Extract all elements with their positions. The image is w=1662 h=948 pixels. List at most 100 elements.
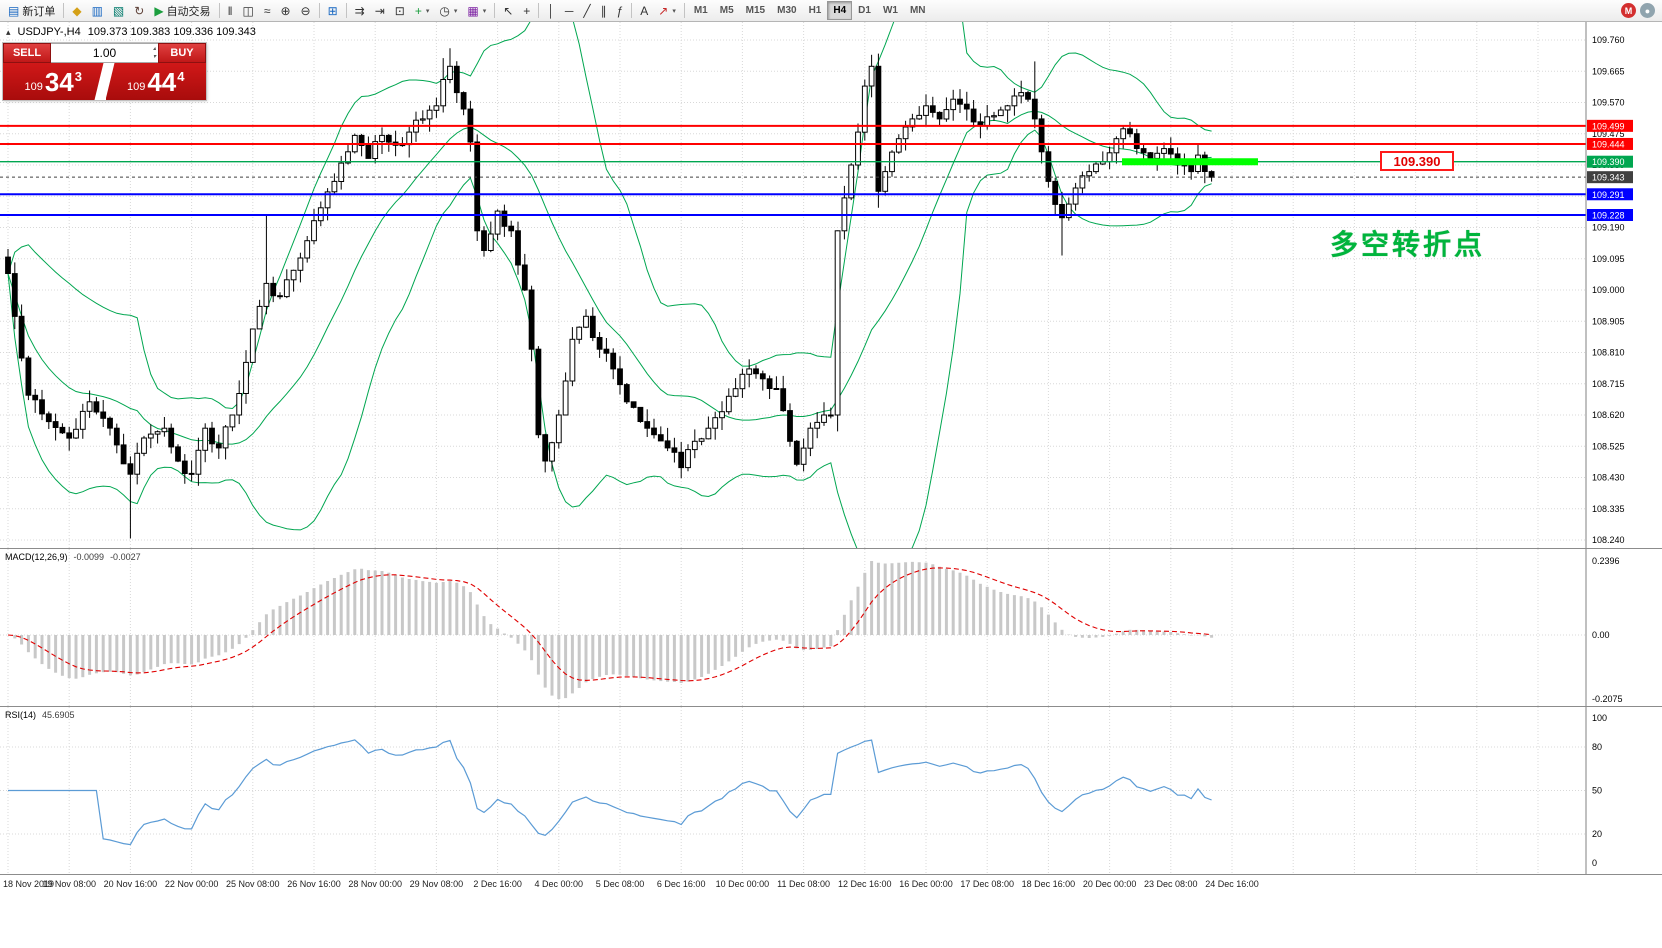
chart-properties-button[interactable]: ⊡ bbox=[390, 1, 410, 20]
rsi-canvas[interactable]: 100 80 50 20 0 bbox=[0, 707, 1662, 874]
macd-axis[interactable]: 0.2396 0.00 -0.2075 bbox=[1585, 549, 1623, 706]
dropdown-caret-icon: ▾ bbox=[453, 7, 458, 15]
mql5-icon[interactable]: M bbox=[1621, 3, 1636, 18]
time-label: 23 Dec 08:00 bbox=[1144, 879, 1198, 889]
time-label: 25 Nov 08:00 bbox=[226, 879, 280, 889]
turning-point-annotation[interactable]: 多空转折点 bbox=[1330, 229, 1486, 260]
toolbar-separator bbox=[218, 3, 220, 18]
buy-button[interactable]: BUY bbox=[158, 43, 206, 63]
trendline-button[interactable]: ╱ bbox=[578, 1, 595, 20]
main-grid bbox=[0, 22, 1586, 548]
market-watch-icon: ▥ bbox=[91, 3, 103, 18]
timeframe-m30-button[interactable]: M30 bbox=[771, 1, 802, 20]
bid-price-pips: 34 bbox=[44, 66, 74, 97]
main-chart-panel: 108.240 108.335 108.430 108.525 108.620 108.7… bbox=[0, 22, 1662, 548]
autotrading-button[interactable]: ▶ 自动交易 bbox=[149, 1, 215, 20]
tile-windows-icon: ⊞ bbox=[327, 3, 338, 18]
rsi-axis[interactable]: 100 80 50 20 0 bbox=[1585, 707, 1607, 874]
community-chat-icon[interactable]: ● bbox=[1640, 3, 1655, 18]
cursor-button[interactable]: ↖ bbox=[498, 1, 518, 20]
symbol-info: ▴ USDJPY-,H4 109.373 109.383 109.336 109… bbox=[6, 26, 256, 38]
svg-text:109.390: 109.390 bbox=[1592, 157, 1625, 167]
periods-button[interactable]: ◷ ▾ bbox=[434, 1, 462, 20]
horizontal-line-button[interactable]: ─ bbox=[560, 1, 579, 20]
time-label: 28 Nov 00:00 bbox=[348, 879, 402, 889]
time-axis[interactable]: 18 Nov 2019 19 Nov 08:00 20 Nov 16:00 22 No… bbox=[0, 874, 1662, 948]
candlestick-chart-button[interactable]: ◫ bbox=[238, 1, 259, 20]
time-label: 19 Nov 08:00 bbox=[42, 879, 96, 889]
trade-panel-top-row: SELL 1.00 ▴ ▾ BUY bbox=[3, 43, 206, 63]
spinner-down-icon[interactable]: ▾ bbox=[152, 54, 156, 60]
templates-button[interactable]: ▦ ▾ bbox=[462, 1, 491, 20]
zoom-in-button[interactable]: ⊕ bbox=[275, 1, 295, 20]
ask-price-button[interactable]: 109 44 4 bbox=[105, 63, 206, 100]
timeframe-mn-button[interactable]: MN bbox=[904, 1, 932, 20]
main-chart-canvas[interactable]: 108.240 108.335 108.430 108.525 108.620 108.7… bbox=[0, 22, 1662, 548]
timeframe-h1-button[interactable]: H1 bbox=[803, 1, 828, 20]
price-level-label-box[interactable]: 109.390 bbox=[1380, 151, 1454, 171]
macd-header: MACD(12,26,9) -0.0099 -0.0027 bbox=[5, 552, 141, 562]
bid-price-button[interactable]: 109 34 3 bbox=[3, 63, 104, 100]
time-label: 6 Dec 16:00 bbox=[656, 879, 706, 889]
auto-scroll-button[interactable]: ⇉ bbox=[350, 1, 370, 20]
metaeditor-button[interactable]: ◆ bbox=[67, 1, 86, 20]
tile-windows-button[interactable]: ⊞ bbox=[323, 1, 343, 20]
market-watch-button[interactable]: ▥ bbox=[87, 1, 108, 20]
macd-canvas[interactable]: 0.2396 0.00 -0.2075 bbox=[0, 549, 1662, 706]
bar-chart-icon: ‖ bbox=[227, 3, 233, 18]
toolbar-items: ▤ 新订单 ◆ ▥ ▧ ↻ ▶ 自动交易 ‖ ◫ ≈ ⊕ ⊖ ⊞ ⇉ ⇥ ⊡ + ▾ ◷ ▾ ▦ ▾ ↖ + │ ─ ╱ ∥ ƒ A ↗ ▾ M1… bbox=[3, 0, 932, 22]
timeframe-d1-button[interactable]: D1 bbox=[852, 1, 877, 20]
bid-price-point: 3 bbox=[74, 69, 82, 84]
chart-shift-button[interactable]: ⇥ bbox=[370, 1, 390, 20]
svg-text:108.430: 108.430 bbox=[1592, 473, 1625, 483]
volume-input[interactable]: 1.00 ▴ ▾ bbox=[51, 43, 158, 63]
sell-button[interactable]: SELL bbox=[3, 43, 51, 63]
rsi-header: RSI(14) 45.6905 bbox=[5, 710, 75, 720]
metaeditor-icon: ◆ bbox=[72, 3, 82, 18]
crosshair-button[interactable]: + bbox=[518, 1, 535, 20]
zoom-in-icon: ⊕ bbox=[280, 3, 291, 18]
periods-icon: ◷ bbox=[439, 3, 450, 18]
new-order-button-label: 新订单 bbox=[22, 5, 56, 18]
macd-signal-value: -0.0027 bbox=[110, 552, 141, 562]
navigator-button[interactable]: ▧ bbox=[108, 1, 129, 20]
svg-text:109.291: 109.291 bbox=[1592, 190, 1625, 200]
timeframe-h4-button[interactable]: H4 bbox=[827, 1, 853, 20]
bollinger-upper-band bbox=[7, 22, 1212, 410]
price-axis[interactable]: 108.240 108.335 108.430 108.525 108.620 108.7… bbox=[1585, 22, 1633, 548]
svg-text:108.620: 108.620 bbox=[1592, 410, 1625, 420]
toolbar-separator bbox=[538, 3, 540, 18]
timeframe-w1-button[interactable]: W1 bbox=[877, 1, 904, 20]
time-label: 5 Dec 08:00 bbox=[595, 879, 645, 889]
bar-chart-button[interactable]: ‖ bbox=[223, 1, 238, 20]
indicators-button[interactable]: + ▾ bbox=[410, 1, 435, 20]
spinner-up-icon[interactable]: ▴ bbox=[152, 46, 156, 52]
refresh-button[interactable]: ↻ bbox=[129, 1, 149, 20]
toolbar-right: M ● bbox=[1621, 3, 1655, 18]
timeframe-m1-button[interactable]: M1 bbox=[688, 1, 714, 20]
fibonacci-button[interactable]: ƒ bbox=[612, 1, 629, 20]
time-label: 26 Nov 16:00 bbox=[287, 879, 341, 889]
bollinger-lower-band bbox=[7, 129, 1212, 548]
zoom-out-button[interactable]: ⊖ bbox=[296, 1, 316, 20]
time-label: 11 Dec 08:00 bbox=[777, 879, 831, 889]
new-order-icon: ▤ bbox=[8, 3, 20, 18]
timeframe-m15-button[interactable]: M15 bbox=[740, 1, 771, 20]
auto-scroll-icon: ⇉ bbox=[354, 3, 365, 18]
svg-text:108.525: 108.525 bbox=[1592, 441, 1625, 451]
rsi-name: RSI(14) bbox=[5, 710, 37, 720]
channel-button[interactable]: ∥ bbox=[596, 1, 612, 20]
chart-properties-icon: ⊡ bbox=[394, 3, 405, 18]
line-chart-button[interactable]: ≈ bbox=[259, 1, 276, 20]
volume-spinner[interactable]: ▴ ▾ bbox=[153, 45, 156, 61]
time-label: 2 Dec 16:00 bbox=[473, 879, 522, 889]
timeframe-m5-button[interactable]: M5 bbox=[714, 1, 740, 20]
arrows-button[interactable]: ↗ ▾ bbox=[653, 1, 681, 20]
text-label-button[interactable]: A bbox=[635, 1, 653, 20]
refresh-icon: ↻ bbox=[134, 3, 145, 18]
svg-text:0.00: 0.00 bbox=[1592, 630, 1610, 640]
vertical-line-button[interactable]: │ bbox=[542, 1, 560, 20]
svg-text:108.810: 108.810 bbox=[1592, 348, 1625, 358]
new-order-button[interactable]: ▤ 新订单 bbox=[3, 1, 60, 20]
svg-text:108.335: 108.335 bbox=[1592, 504, 1625, 514]
